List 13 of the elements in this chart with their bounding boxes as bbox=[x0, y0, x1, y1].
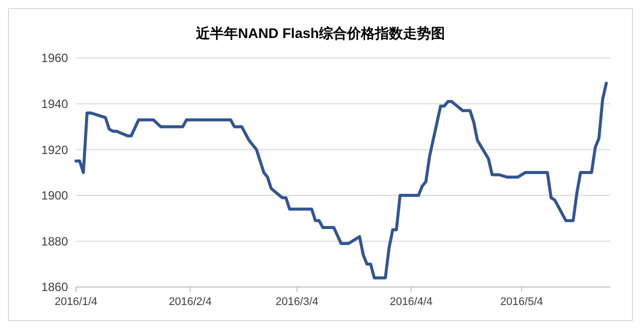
y-tick-label: 1860 bbox=[41, 280, 68, 294]
y-tick-label: 1920 bbox=[41, 142, 68, 157]
x-tick-label: 2016/3/4 bbox=[276, 296, 318, 308]
x-tick-label: 2016/5/4 bbox=[500, 296, 544, 308]
y-tick-label: 1940 bbox=[41, 97, 68, 111]
chart-title: 近半年NAND Flash综合价格指数走势图 bbox=[195, 25, 445, 41]
y-tick-label: 1880 bbox=[41, 234, 68, 248]
y-tick-label: 1960 bbox=[41, 51, 68, 66]
line-series bbox=[74, 82, 608, 280]
x-tick-label: 2016/1/4 bbox=[54, 296, 98, 308]
x-tick-label: 2016/2/4 bbox=[168, 296, 212, 308]
y-tick-label: 1900 bbox=[41, 188, 68, 203]
x-tick-label: 2016/4/4 bbox=[390, 296, 433, 308]
